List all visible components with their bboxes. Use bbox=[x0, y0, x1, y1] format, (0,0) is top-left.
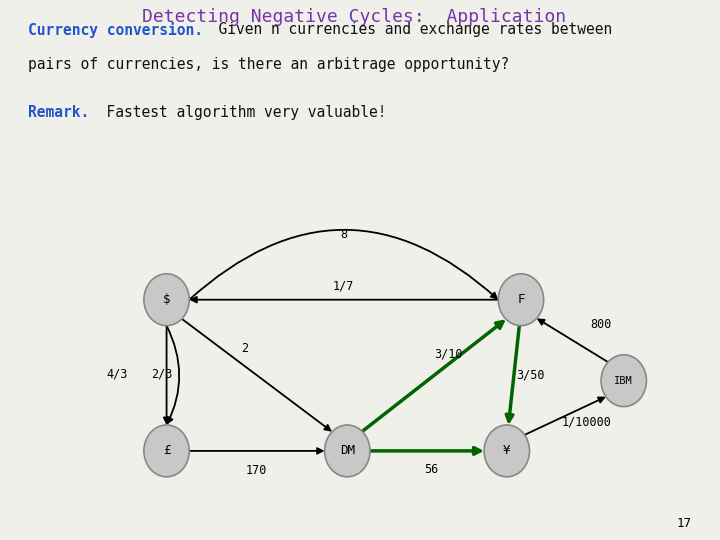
Text: 800: 800 bbox=[590, 318, 612, 330]
Text: 1/10000: 1/10000 bbox=[562, 416, 612, 429]
Text: 4/3: 4/3 bbox=[107, 368, 127, 381]
FancyArrowPatch shape bbox=[189, 448, 323, 454]
Ellipse shape bbox=[144, 425, 189, 477]
FancyArrowPatch shape bbox=[525, 397, 604, 435]
Text: 2: 2 bbox=[241, 342, 248, 355]
FancyArrowPatch shape bbox=[362, 322, 503, 431]
Text: 3/50: 3/50 bbox=[516, 369, 544, 382]
Ellipse shape bbox=[325, 425, 370, 477]
Text: Fastest algorithm very valuable!: Fastest algorithm very valuable! bbox=[89, 105, 386, 120]
FancyArrowPatch shape bbox=[370, 448, 480, 454]
Text: F: F bbox=[517, 293, 525, 306]
FancyArrowPatch shape bbox=[189, 230, 497, 300]
Text: ¥: ¥ bbox=[503, 444, 510, 457]
Text: $: $ bbox=[163, 293, 171, 306]
Text: 170: 170 bbox=[246, 464, 267, 477]
Text: Given n currencies and exchange rates between: Given n currencies and exchange rates be… bbox=[201, 22, 612, 37]
Text: DM: DM bbox=[340, 444, 355, 457]
FancyArrowPatch shape bbox=[182, 319, 330, 430]
Text: 1/7: 1/7 bbox=[333, 280, 354, 293]
FancyArrowPatch shape bbox=[506, 326, 519, 421]
Text: Detecting Negative Cycles:  Application: Detecting Negative Cycles: Application bbox=[143, 8, 567, 26]
Ellipse shape bbox=[498, 274, 544, 326]
Ellipse shape bbox=[601, 355, 647, 407]
Text: Remark.: Remark. bbox=[28, 105, 89, 120]
FancyArrowPatch shape bbox=[192, 297, 498, 302]
Text: £: £ bbox=[163, 444, 171, 457]
FancyArrowPatch shape bbox=[163, 326, 169, 423]
Text: 3/10: 3/10 bbox=[433, 347, 462, 360]
Text: Currency conversion.: Currency conversion. bbox=[28, 22, 203, 38]
FancyArrowPatch shape bbox=[166, 326, 179, 423]
Text: pairs of currencies, is there an arbitrage opportunity?: pairs of currencies, is there an arbitra… bbox=[28, 57, 510, 72]
Text: 17: 17 bbox=[676, 517, 691, 530]
Ellipse shape bbox=[484, 425, 529, 477]
Text: 56: 56 bbox=[424, 463, 438, 476]
FancyArrowPatch shape bbox=[539, 319, 608, 362]
Text: 2/3: 2/3 bbox=[151, 368, 172, 381]
Text: 8: 8 bbox=[341, 228, 347, 241]
Text: IBM: IBM bbox=[614, 376, 633, 386]
Ellipse shape bbox=[144, 274, 189, 326]
